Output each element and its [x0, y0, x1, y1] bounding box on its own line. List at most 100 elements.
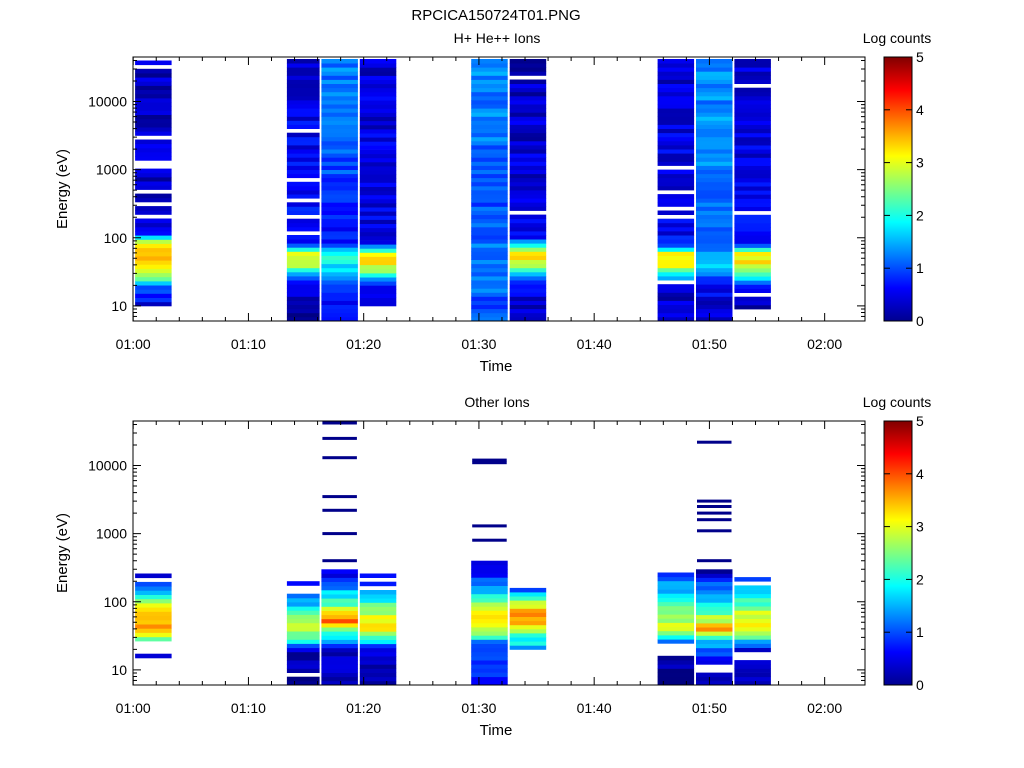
spectrogram-cell	[509, 124, 547, 129]
spectrogram-cell	[359, 215, 397, 220]
spectrogram-cell	[509, 63, 547, 68]
spectrogram-cell	[657, 655, 695, 661]
spectrogram-cell	[509, 185, 547, 191]
spectrogram-cell	[696, 288, 733, 293]
spectrogram-cell	[321, 112, 358, 117]
spectrogram-cell	[696, 259, 733, 265]
spectrogram-cell	[657, 601, 695, 607]
spectrogram-cell	[696, 145, 733, 150]
colorbar	[883, 56, 913, 322]
spectrogram-cell	[509, 161, 547, 166]
spectrogram-cell	[509, 608, 547, 613]
spectrogram-cell	[471, 231, 508, 236]
spectrogram-cell	[509, 600, 547, 605]
spectrogram-cell	[509, 612, 547, 617]
spectrogram-cell	[509, 206, 547, 211]
spectrogram-cell	[359, 598, 397, 603]
spectrogram-cell	[734, 614, 771, 619]
spectrogram-cell	[471, 259, 508, 265]
spectrogram-cell	[471, 181, 508, 187]
spectrogram-cell	[321, 169, 358, 175]
spectrogram-trace	[322, 421, 357, 425]
spectrogram-cell	[286, 79, 320, 84]
spectrogram-cell	[359, 170, 397, 175]
x-axis-ticks: 01:00 01:10 01:20 01:30 01:40 01:50 02:00	[116, 421, 842, 716]
spectrogram-cell	[471, 664, 508, 669]
colorbar	[883, 420, 913, 686]
spectrogram-cell	[657, 112, 695, 117]
spectrogram-cell	[359, 203, 397, 208]
spectrogram-cell	[135, 260, 172, 265]
spectrogram-trace	[697, 440, 732, 444]
spectrogram-cell	[471, 271, 508, 277]
spectrogram-cell	[471, 71, 508, 76]
spectrogram-cell	[135, 193, 172, 199]
spectrogram-cell	[696, 194, 733, 199]
colorbar-tick-label: 5	[916, 413, 924, 429]
spectrogram-cell	[286, 263, 320, 269]
spectrogram-cell	[734, 124, 771, 130]
spectrogram-cell	[359, 194, 397, 200]
spectrogram-cell	[359, 235, 397, 241]
spectrogram-cell	[321, 251, 358, 256]
spectrogram-cell	[135, 603, 172, 608]
spectrogram-cell	[471, 316, 508, 322]
spectrogram-cell	[471, 140, 508, 146]
y-tick-label: 100	[104, 230, 128, 246]
spectrogram-cell	[657, 79, 695, 84]
spectrogram-cell	[471, 83, 508, 89]
spectrogram-cell	[286, 284, 320, 289]
spectrogram-cell	[734, 206, 771, 212]
spectrogram-cell	[696, 218, 733, 224]
spectrogram-cell	[471, 198, 508, 203]
spectrogram-trace	[322, 456, 357, 460]
spectrogram-cell	[286, 660, 320, 665]
spectrogram-cell	[359, 297, 397, 303]
spectrogram-cell	[734, 116, 771, 121]
spectrogram-cell	[509, 140, 547, 146]
y-tick-label: 100	[104, 594, 128, 610]
colorbar-tick-label: 1	[916, 624, 924, 640]
spectrogram-cell	[286, 210, 320, 215]
spectrogram-cell	[286, 120, 320, 125]
spectrogram-cell	[509, 112, 547, 117]
spectrogram-cell	[657, 292, 695, 297]
spectrogram-cell	[509, 288, 547, 293]
spectrogram-cell	[696, 140, 733, 146]
spectrogram-cell	[657, 251, 695, 256]
spectrogram-cell	[696, 222, 733, 228]
spectrogram-cell	[321, 676, 358, 682]
spectrogram-cell	[359, 623, 397, 628]
spectrogram-cell	[696, 594, 733, 599]
spectrogram-cell	[696, 161, 733, 166]
spectrogram-cell	[509, 604, 547, 609]
spectrogram-cell	[359, 281, 397, 286]
spectrogram-cell	[657, 173, 695, 179]
spectrogram-cell	[321, 598, 358, 603]
spectrogram-cell	[734, 182, 771, 187]
spectrogram-cell	[135, 60, 172, 66]
spectrogram-cell	[359, 573, 397, 578]
spectrogram-cell	[471, 91, 508, 97]
spectrogram-cell	[321, 140, 358, 146]
spectrogram-cell	[135, 139, 172, 145]
spectrogram-cell	[734, 268, 771, 273]
spectrogram-cell	[696, 79, 733, 84]
spectrogram-cell	[321, 664, 358, 669]
spectrogram-cell	[734, 280, 771, 285]
spectrogram-cell	[359, 231, 397, 237]
spectrogram-cell	[359, 120, 397, 126]
spectrogram-cell	[135, 143, 172, 149]
spectrogram-cell	[286, 655, 320, 661]
spectrogram-cell	[734, 59, 771, 64]
spectrogram-cell	[135, 114, 172, 120]
spectrogram-cell	[657, 676, 695, 682]
spectrogram-cell	[657, 243, 695, 248]
spectrogram-cell	[359, 277, 397, 282]
x-axis-ticks: 01:00 01:10 01:20 01:30 01:40 01:50 02:00	[116, 57, 842, 352]
spectrogram-cell	[321, 136, 358, 142]
x-tick-label: 01:10	[231, 336, 266, 352]
spectrogram-cell	[734, 67, 771, 72]
spectrogram-cell	[734, 577, 771, 582]
spectrogram-cell	[734, 606, 771, 611]
